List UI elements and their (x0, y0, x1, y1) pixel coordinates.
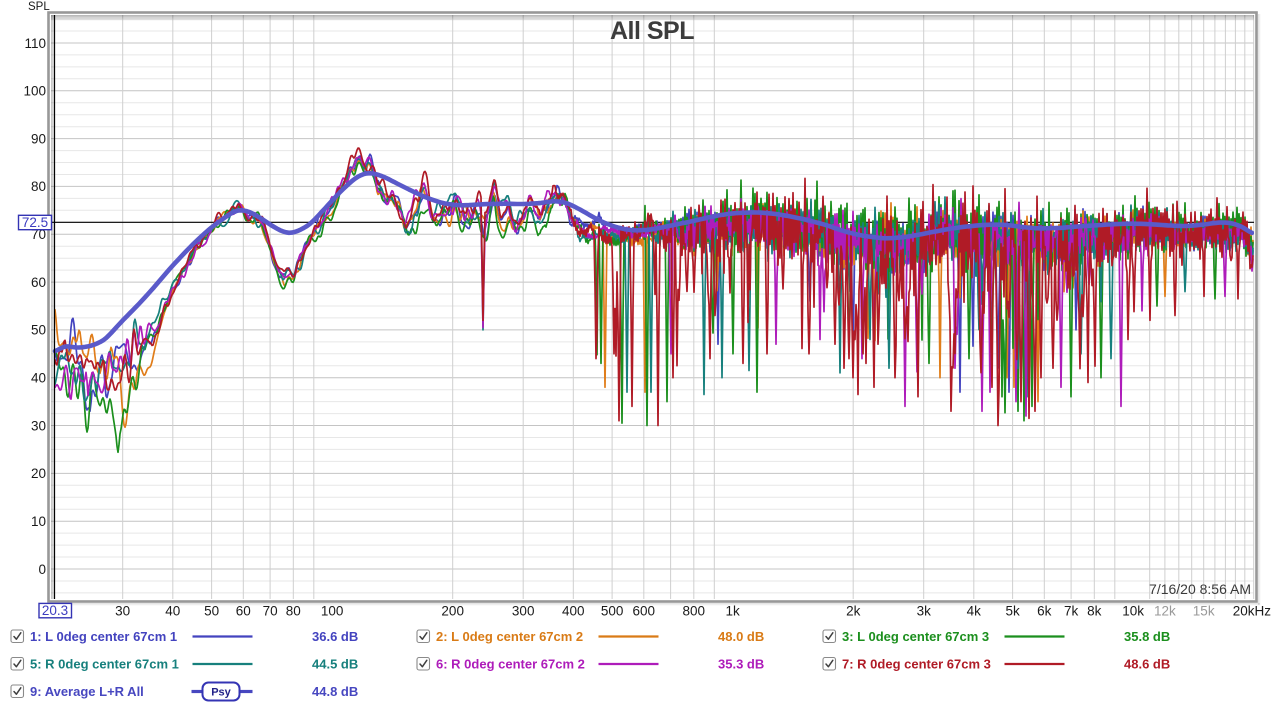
svg-text:15k: 15k (1193, 604, 1215, 619)
svg-text:30: 30 (31, 418, 46, 433)
svg-text:30: 30 (115, 604, 130, 619)
svg-text:1: L 0deg center 67cm 1: 1: L 0deg center 67cm 1 (30, 629, 177, 644)
svg-text:6k: 6k (1037, 604, 1052, 619)
svg-text:48.6 dB: 48.6 dB (1124, 657, 1170, 672)
svg-text:SPL: SPL (28, 1, 50, 13)
svg-text:80: 80 (286, 604, 301, 619)
svg-text:72.5: 72.5 (22, 215, 48, 230)
svg-text:8k: 8k (1087, 604, 1102, 619)
svg-text:10: 10 (31, 514, 46, 529)
svg-text:Psy: Psy (211, 687, 231, 699)
svg-text:20: 20 (31, 466, 46, 481)
svg-text:800: 800 (683, 604, 706, 619)
svg-text:35.8 dB: 35.8 dB (1124, 629, 1170, 644)
svg-text:7k: 7k (1064, 604, 1079, 619)
svg-text:12k: 12k (1154, 604, 1176, 619)
svg-text:48.0 dB: 48.0 dB (718, 629, 764, 644)
svg-text:0: 0 (38, 562, 46, 577)
svg-text:7: R 0deg center 67cm 3: 7: R 0deg center 67cm 3 (842, 657, 991, 672)
svg-text:3k: 3k (917, 604, 932, 619)
svg-text:10k: 10k (1122, 604, 1144, 619)
svg-text:100: 100 (321, 604, 344, 619)
svg-text:600: 600 (633, 604, 656, 619)
svg-text:5: R 0deg center 67cm 1: 5: R 0deg center 67cm 1 (30, 657, 179, 672)
svg-text:2: L 0deg center 67cm 2: 2: L 0deg center 67cm 2 (436, 629, 583, 644)
svg-text:110: 110 (24, 36, 46, 51)
svg-text:200: 200 (441, 604, 464, 619)
svg-text:44.8 dB: 44.8 dB (312, 684, 358, 699)
svg-text:60: 60 (31, 275, 46, 290)
svg-text:36.6 dB: 36.6 dB (312, 629, 358, 644)
svg-text:500: 500 (601, 604, 624, 619)
svg-text:70: 70 (263, 604, 278, 619)
svg-text:20kHz: 20kHz (1233, 604, 1272, 619)
svg-text:All SPL: All SPL (610, 17, 694, 45)
svg-text:9: Average L+R All: 9: Average L+R All (30, 684, 144, 699)
svg-text:100: 100 (23, 84, 46, 99)
svg-text:7/16/20 8:56 AM: 7/16/20 8:56 AM (1149, 581, 1251, 597)
svg-text:3: L 0deg center 67cm 3: 3: L 0deg center 67cm 3 (842, 629, 989, 644)
svg-text:35.3 dB: 35.3 dB (718, 657, 764, 672)
svg-text:20.3: 20.3 (42, 603, 68, 618)
svg-text:2k: 2k (846, 604, 861, 619)
svg-text:6: R 0deg center 67cm 2: 6: R 0deg center 67cm 2 (436, 657, 585, 672)
svg-text:40: 40 (165, 604, 180, 619)
svg-text:80: 80 (31, 179, 46, 194)
svg-text:300: 300 (512, 604, 535, 619)
svg-text:5k: 5k (1005, 604, 1020, 619)
svg-text:40: 40 (31, 371, 46, 386)
svg-text:70: 70 (31, 227, 46, 242)
svg-text:60: 60 (236, 604, 251, 619)
svg-text:1k: 1k (725, 604, 740, 619)
svg-text:400: 400 (562, 604, 585, 619)
svg-text:50: 50 (204, 604, 219, 619)
svg-text:50: 50 (31, 323, 46, 338)
svg-text:4k: 4k (967, 604, 982, 619)
svg-text:44.5 dB: 44.5 dB (312, 657, 358, 672)
svg-text:90: 90 (31, 131, 46, 146)
